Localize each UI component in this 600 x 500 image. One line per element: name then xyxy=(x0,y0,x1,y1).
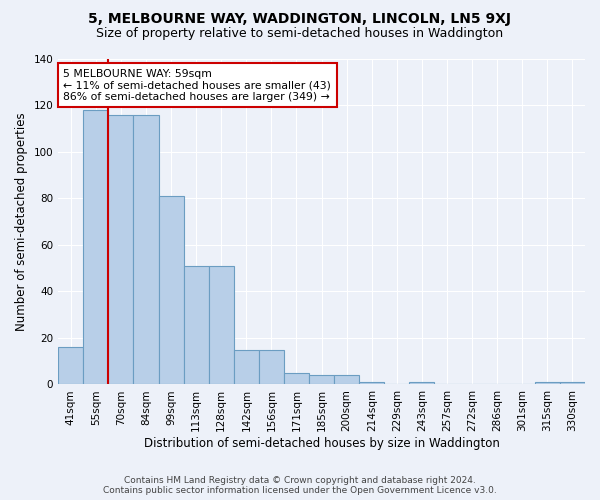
Bar xyxy=(535,382,560,384)
Text: 5, MELBOURNE WAY, WADDINGTON, LINCOLN, LN5 9XJ: 5, MELBOURNE WAY, WADDINGTON, LINCOLN, L… xyxy=(89,12,511,26)
Bar xyxy=(409,382,434,384)
Bar xyxy=(359,382,385,384)
Text: Contains HM Land Registry data © Crown copyright and database right 2024.
Contai: Contains HM Land Registry data © Crown c… xyxy=(103,476,497,495)
Bar xyxy=(158,196,184,384)
Y-axis label: Number of semi-detached properties: Number of semi-detached properties xyxy=(15,112,28,331)
Bar xyxy=(560,382,585,384)
Bar xyxy=(284,373,309,384)
Bar xyxy=(109,115,133,384)
Text: 5 MELBOURNE WAY: 59sqm
← 11% of semi-detached houses are smaller (43)
86% of sem: 5 MELBOURNE WAY: 59sqm ← 11% of semi-det… xyxy=(64,69,331,102)
Bar xyxy=(334,375,359,384)
Bar xyxy=(184,266,209,384)
Bar xyxy=(58,348,83,385)
Text: Size of property relative to semi-detached houses in Waddington: Size of property relative to semi-detach… xyxy=(97,28,503,40)
X-axis label: Distribution of semi-detached houses by size in Waddington: Distribution of semi-detached houses by … xyxy=(143,437,500,450)
Bar xyxy=(209,266,234,384)
Bar xyxy=(259,350,284,384)
Bar xyxy=(234,350,259,384)
Bar xyxy=(309,375,334,384)
Bar xyxy=(133,115,158,384)
Bar xyxy=(83,110,109,384)
